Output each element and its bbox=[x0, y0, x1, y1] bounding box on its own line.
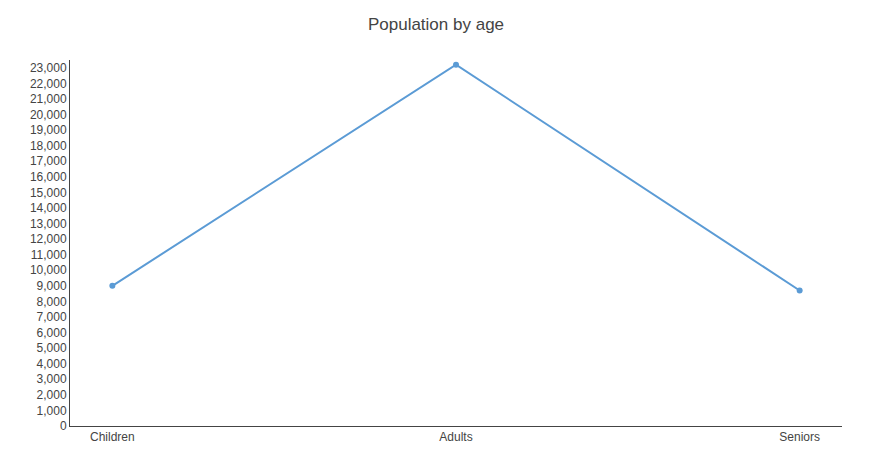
svg-text:6,000: 6,000 bbox=[37, 326, 67, 340]
svg-text:1,000: 1,000 bbox=[37, 404, 67, 418]
svg-text:19,000: 19,000 bbox=[30, 123, 67, 137]
svg-text:5,000: 5,000 bbox=[37, 341, 67, 355]
svg-text:17,000: 17,000 bbox=[30, 154, 67, 168]
svg-text:14,000: 14,000 bbox=[30, 201, 67, 215]
svg-text:0: 0 bbox=[60, 419, 67, 433]
svg-text:7,000: 7,000 bbox=[37, 310, 67, 324]
svg-text:16,000: 16,000 bbox=[30, 170, 67, 184]
svg-text:Adults: Adults bbox=[439, 430, 472, 444]
svg-text:8,000: 8,000 bbox=[37, 295, 67, 309]
svg-text:22,000: 22,000 bbox=[30, 77, 67, 91]
svg-text:13,000: 13,000 bbox=[30, 217, 67, 231]
svg-text:Children: Children bbox=[90, 430, 135, 444]
svg-text:12,000: 12,000 bbox=[30, 232, 67, 246]
svg-text:10,000: 10,000 bbox=[30, 263, 67, 277]
svg-text:2,000: 2,000 bbox=[37, 388, 67, 402]
svg-text:20,000: 20,000 bbox=[30, 108, 67, 122]
svg-text:9,000: 9,000 bbox=[37, 279, 67, 293]
svg-text:21,000: 21,000 bbox=[30, 92, 67, 106]
svg-text:Population by age: Population by age bbox=[368, 15, 504, 34]
svg-text:Seniors: Seniors bbox=[779, 430, 820, 444]
svg-text:3,000: 3,000 bbox=[37, 372, 67, 386]
svg-text:11,000: 11,000 bbox=[31, 248, 67, 262]
svg-text:23,000: 23,000 bbox=[30, 61, 67, 75]
svg-text:18,000: 18,000 bbox=[30, 139, 67, 153]
svg-text:4,000: 4,000 bbox=[37, 357, 67, 371]
svg-text:15,000: 15,000 bbox=[30, 186, 67, 200]
